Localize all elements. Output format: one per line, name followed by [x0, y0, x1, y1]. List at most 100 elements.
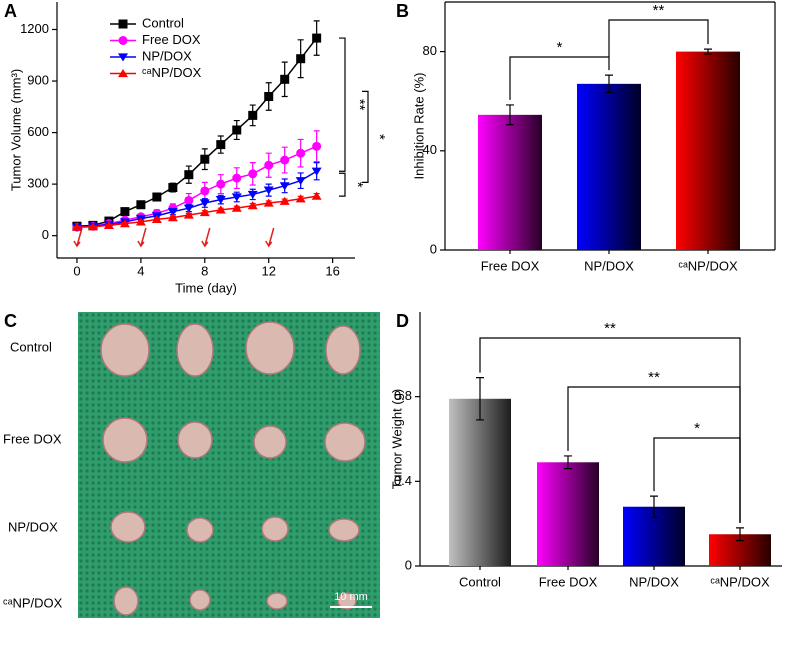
marker — [248, 169, 258, 179]
marker — [200, 154, 210, 164]
marker — [167, 213, 178, 222]
series-line — [76, 195, 317, 228]
significance-label: * — [349, 182, 366, 188]
significance-bracket — [479, 337, 741, 523]
significance-bracket — [509, 56, 610, 100]
panel-letter: C — [4, 311, 17, 331]
row-label: ᶜᵃNP/DOX — [3, 595, 63, 610]
error-bar — [605, 74, 613, 94]
marker — [295, 194, 306, 203]
y-tick-label: 300 — [27, 176, 49, 191]
x-tick-label: Free DOX — [539, 574, 598, 589]
error-bar — [736, 527, 744, 542]
x-tick-label: 0 — [73, 263, 80, 278]
marker — [135, 217, 146, 226]
y-tick-label: 0 — [405, 557, 412, 572]
marker — [200, 186, 210, 196]
error-bar — [704, 48, 712, 55]
y-axis-label: Inhibition Rate (%) — [411, 73, 426, 180]
bar — [676, 51, 740, 250]
significance-label: ** — [604, 320, 616, 337]
marker — [280, 155, 290, 165]
legend-label: Control — [142, 15, 184, 30]
marker — [119, 219, 130, 228]
marker — [87, 222, 98, 231]
significance-label: ** — [351, 99, 368, 111]
marker — [312, 141, 322, 151]
x-tick-label: 4 — [137, 263, 144, 278]
series-line — [76, 170, 318, 228]
legend-marker — [118, 53, 128, 62]
y-tick-label: 900 — [27, 72, 49, 87]
marker — [247, 190, 258, 199]
marker — [279, 196, 290, 205]
tumor-samples — [100, 321, 366, 616]
marker — [71, 222, 82, 231]
marker — [248, 110, 258, 120]
marker — [151, 214, 162, 223]
marker — [184, 195, 194, 205]
significance-bracket — [362, 90, 369, 184]
series-line — [76, 37, 318, 227]
marker — [199, 207, 210, 217]
marker — [184, 170, 194, 180]
y-tick-label: 0 — [42, 227, 49, 242]
legend-label: ᶜᵃNP/DOX — [142, 65, 202, 80]
significance-label: ** — [648, 369, 660, 386]
y-tick-label: 0.8 — [394, 388, 412, 403]
marker — [167, 208, 178, 217]
marker — [280, 74, 290, 84]
marker — [264, 91, 274, 101]
x-tick-label: NP/DOX — [584, 258, 634, 273]
y-tick-label: 0 — [430, 241, 437, 256]
significance-label: * — [371, 134, 388, 140]
significance-label: * — [557, 39, 563, 56]
marker — [168, 183, 178, 193]
series-line — [76, 145, 317, 228]
marker — [279, 182, 290, 191]
bar — [449, 398, 511, 566]
marker — [103, 220, 114, 229]
dosing-arrow — [201, 227, 211, 248]
bar — [577, 83, 641, 250]
legend-label: NP/DOX — [142, 48, 192, 63]
y-axis-label: Tumor Volume (mm³) — [8, 69, 23, 191]
x-tick-label: ᶜᵃNP/DOX — [710, 574, 770, 589]
dosing-arrow — [265, 227, 275, 248]
marker — [120, 207, 130, 217]
error-bar — [650, 495, 658, 518]
error-bar — [564, 455, 572, 470]
y-tick-label: 600 — [27, 124, 49, 139]
marker — [311, 167, 322, 176]
marker — [295, 177, 306, 186]
marker — [199, 199, 210, 208]
marker — [215, 205, 226, 214]
panel-letter: A — [4, 1, 17, 21]
x-axis-label: Time (day) — [175, 280, 237, 295]
marker — [183, 210, 194, 219]
y-tick-label: 80 — [423, 43, 437, 58]
panel-letter: B — [396, 1, 409, 21]
marker — [311, 191, 322, 200]
dosing-arrow — [73, 227, 83, 248]
significance-label: * — [694, 420, 700, 437]
marker — [296, 54, 306, 64]
error-bar — [506, 104, 514, 126]
x-tick-label: 8 — [201, 263, 208, 278]
marker — [263, 198, 274, 207]
error-bar — [476, 377, 484, 421]
marker — [152, 192, 162, 202]
y-tick-label: 1200 — [20, 21, 49, 36]
marker — [247, 201, 258, 210]
bar — [537, 462, 599, 566]
y-tick-label: 0.4 — [394, 473, 412, 488]
x-tick-label: 16 — [325, 263, 339, 278]
photo: Control Free DOX NP/DOX ᶜᵃNP/DOX 10 mm — [3, 312, 380, 618]
x-tick-label: 12 — [261, 263, 275, 278]
row-label: Free DOX — [3, 431, 62, 446]
significance-label: ** — [653, 2, 665, 19]
row-label: NP/DOX — [8, 519, 58, 534]
legend-marker — [118, 69, 128, 78]
y-axis-label: Tumor Weight (g) — [389, 389, 404, 489]
